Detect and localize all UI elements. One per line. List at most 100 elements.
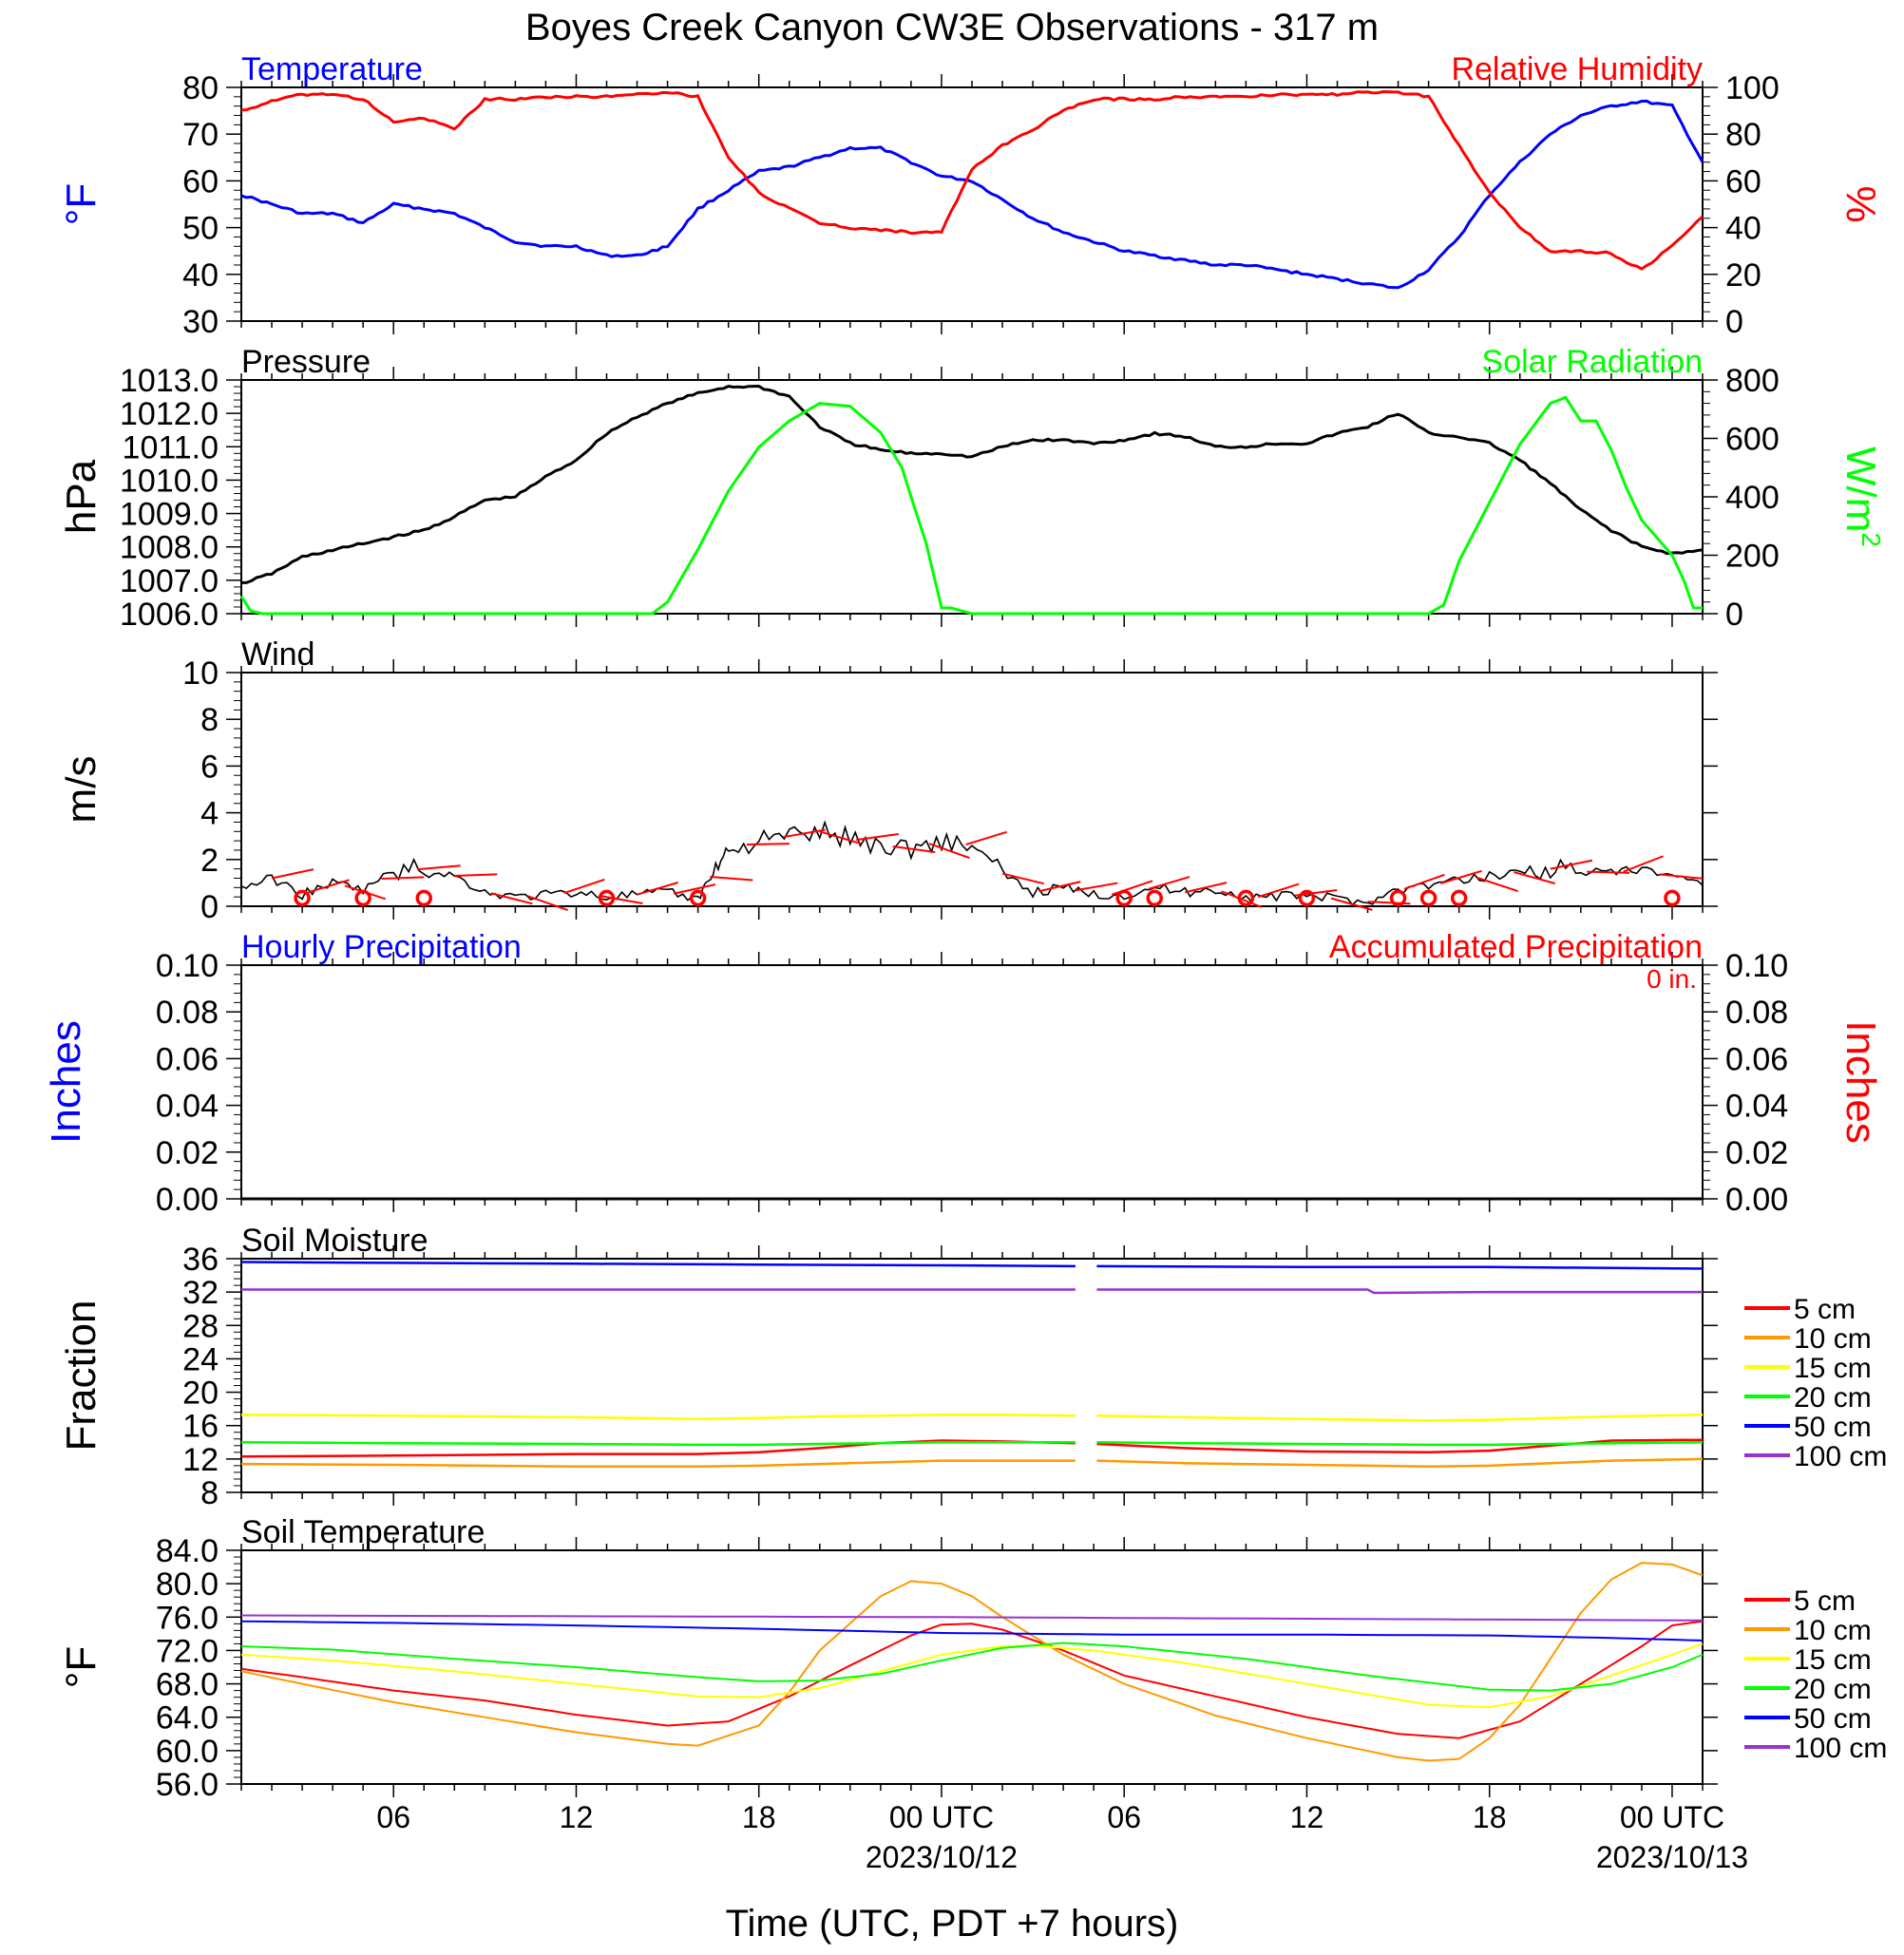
wind-barb [928, 843, 970, 860]
wind-barb [600, 895, 643, 904]
panel-frame [240, 964, 1704, 1200]
calm-marker [1146, 889, 1163, 907]
y-tick-label-left: 40 [182, 257, 219, 294]
panel-frame [240, 672, 1704, 907]
y-tick-label-right: 400 [1725, 480, 1780, 516]
y-tick-label-left: 80.0 [156, 1566, 219, 1603]
y-tick-label-right: 0.10 [1725, 948, 1788, 984]
y-tick-label-left: 36 [182, 1242, 219, 1278]
y-tick-label-left: 0.04 [156, 1089, 219, 1125]
series-line-solar [239, 395, 1703, 616]
wind-barb [1075, 882, 1118, 892]
y-tick-label-right: 80 [1725, 117, 1761, 153]
wind-barb [381, 876, 425, 880]
x-tick-label: 06 [1107, 1800, 1141, 1834]
y-tick-label-left: 84.0 [156, 1533, 219, 1569]
legend-label: 100 cm [1794, 1733, 1887, 1764]
series-line-soil_20 [240, 1642, 1704, 1692]
series-line-soil_50 [1096, 1264, 1704, 1270]
calm-marker [415, 889, 432, 907]
wind-barb [454, 873, 498, 878]
wind-barb [892, 845, 936, 854]
calm-marker [294, 889, 311, 907]
wind-barb [1550, 859, 1593, 870]
y-tick-label-left: 1013.0 [120, 363, 219, 399]
panel-frame [240, 379, 1704, 615]
legend-label: 50 cm [1794, 1412, 1872, 1443]
legend-label: 20 cm [1794, 1674, 1872, 1705]
y-axis-label-right: W/m2 [1837, 446, 1886, 547]
y-tick-label-left: 16 [182, 1409, 219, 1445]
x-tick-label: 06 [376, 1800, 410, 1834]
legend-label: 50 cm [1794, 1703, 1872, 1735]
y-tick-label-left: 12 [182, 1442, 219, 1478]
wind-barb [271, 868, 314, 880]
calm-marker [689, 889, 707, 907]
wind-barb [490, 892, 533, 905]
panel-title-left: Soil Temperature [241, 1514, 485, 1550]
calm-marker [354, 889, 371, 907]
panel-frame [240, 1549, 1704, 1785]
series-line-soil_15 [1096, 1414, 1704, 1422]
y-axis-label-left: °F [58, 183, 105, 225]
y-tick-label-left: 70 [182, 117, 219, 153]
wind-barb [417, 864, 461, 871]
y-tick-label-left: 68.0 [156, 1667, 219, 1703]
y-tick-label-left: 60.0 [156, 1734, 219, 1770]
y-tick-label-left: 0.06 [156, 1041, 219, 1077]
y-tick-label-left: 30 [182, 304, 219, 340]
y-tick-label-left: 1008.0 [120, 530, 219, 566]
calm-marker [1298, 889, 1316, 907]
y-tick-label-right: 60 [1725, 163, 1761, 199]
y-tick-label-left: 1009.0 [120, 497, 219, 533]
calm-marker [598, 889, 616, 907]
legend-label: 100 cm [1794, 1441, 1887, 1472]
series-line-humidity [240, 89, 1704, 271]
y-tick-label-left: 6 [200, 749, 219, 785]
y-tick-label-left: 1007.0 [120, 563, 219, 599]
y-tick-label-right: 0 [1725, 597, 1743, 633]
y-tick-label-right: 600 [1725, 422, 1780, 458]
y-axis-label-left: Fraction [58, 1300, 105, 1452]
y-tick-label-right: 0.00 [1725, 1182, 1788, 1218]
panel-title-left: Wind [241, 636, 314, 673]
y-tick-label-left: 20 [182, 1376, 219, 1412]
wind-barb [965, 830, 1007, 846]
y-axis-label-right-superscript: 2 [1856, 532, 1886, 547]
wind-barb [1660, 873, 1704, 880]
y-tick-label-left: 50 [182, 211, 219, 247]
wind-barb [1440, 869, 1482, 884]
y-tick-label-left: 1012.0 [120, 396, 219, 432]
y-tick-label-left: 32 [182, 1275, 219, 1311]
series-line-soil_10 [240, 1562, 1704, 1762]
wind-barb [1623, 855, 1664, 873]
wind-barb [308, 879, 350, 894]
wind-barb [1514, 871, 1556, 884]
series-line-soil_100 [240, 1614, 1704, 1622]
series-line-soil_5 [1096, 1438, 1704, 1454]
x-tick-label: 12 [1290, 1800, 1324, 1834]
series-line-wind [240, 820, 1704, 906]
wind-barb [637, 882, 678, 896]
y-tick-label-left: 8 [200, 1475, 219, 1511]
wind-barb [563, 878, 605, 895]
y-axis-label-left: hPa [58, 459, 105, 534]
y-tick-label-right: 40 [1725, 211, 1761, 247]
y-tick-label-left: 0.10 [156, 948, 219, 984]
panel-frame [240, 1258, 1704, 1493]
series-line-soil_50 [240, 1620, 1704, 1642]
series-line-soil_10 [1096, 1457, 1704, 1469]
legend-label: 20 cm [1794, 1382, 1872, 1414]
series-line-pressure [241, 384, 1704, 584]
series-line-soil_100 [1096, 1288, 1703, 1295]
panel-title-right: Solar Radiation [1482, 344, 1703, 380]
y-tick-label-right: 0.02 [1725, 1135, 1788, 1171]
calm-marker [1115, 889, 1133, 907]
wind-barb [856, 833, 899, 842]
y-tick-label-right: 100 [1725, 70, 1780, 106]
wind-barb [746, 843, 790, 846]
x-tick-label: 12 [560, 1800, 594, 1834]
y-tick-label-left: 28 [182, 1308, 219, 1344]
